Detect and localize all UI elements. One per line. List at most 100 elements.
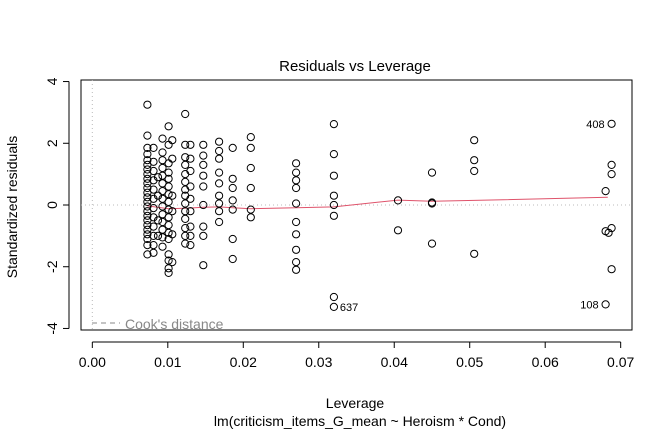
data-point [143, 193, 152, 202]
data-point [164, 264, 173, 273]
data-point [607, 265, 616, 274]
data-point [215, 168, 224, 177]
data-point [601, 187, 610, 196]
data-point [228, 143, 237, 152]
data-point [181, 153, 190, 162]
data-point [292, 183, 301, 193]
data-point [143, 131, 152, 140]
data-point [181, 231, 190, 240]
x-tick-label: 0.07 [607, 354, 634, 370]
chart-subtitle: lm(criticism_items_G_mean ~ Heroism * Co… [214, 413, 506, 429]
data-point [164, 205, 173, 214]
data-point [292, 217, 301, 227]
data-point [228, 196, 237, 205]
data-point [246, 163, 255, 173]
smooth-line [147, 196, 608, 210]
data-point [246, 205, 255, 214]
data-point [215, 199, 224, 208]
data-point [181, 109, 190, 119]
data-point [427, 199, 437, 208]
data-point [228, 205, 237, 214]
data-point [228, 183, 237, 193]
data-point [149, 157, 158, 166]
data-point [393, 226, 403, 235]
legend: Cook's distance [92, 316, 224, 332]
data-point [181, 140, 190, 149]
data-point [143, 241, 152, 250]
data-point [143, 221, 152, 230]
data-point [158, 233, 167, 242]
y-tick-label: 2 [44, 139, 60, 147]
data-point [199, 160, 208, 169]
data-point [143, 250, 152, 259]
data-point [164, 190, 173, 199]
data-point [149, 204, 158, 213]
data-point [604, 228, 613, 237]
x-tick-label: 0.00 [79, 354, 106, 370]
data-point [164, 213, 173, 222]
data-point [164, 268, 173, 277]
data-point [199, 182, 208, 191]
chart-title: Residuals vs Leverage [279, 58, 431, 75]
data-point [164, 140, 173, 149]
point-label: 637 [340, 302, 358, 314]
data-point [164, 168, 173, 177]
data-point [292, 176, 301, 185]
data-point [164, 228, 173, 237]
data-point [215, 217, 224, 227]
data-point [292, 265, 301, 274]
data-point [215, 154, 224, 163]
x-axis: 0.00 0.01 0.02 0.03 0.04 0.05 0.06 0.07 [79, 341, 635, 370]
x-tick-label: 0.02 [230, 354, 257, 370]
data-point [470, 166, 479, 176]
data-point [228, 254, 237, 264]
data-point [470, 136, 479, 145]
data-point [149, 222, 158, 231]
x-axis-title: Leverage [326, 395, 385, 411]
data-point [149, 231, 158, 240]
data-point [164, 182, 173, 191]
data-point [168, 230, 177, 239]
data-point [164, 174, 173, 183]
data-point [607, 160, 616, 169]
smooth-layer [147, 196, 608, 210]
data-point [158, 134, 167, 143]
y-axis: -4 -2 0 2 4 [44, 77, 70, 335]
data-point [228, 174, 237, 183]
data-point [186, 207, 195, 216]
data-point [149, 143, 158, 152]
data-point [292, 168, 301, 177]
data-point [143, 211, 152, 220]
data-point [168, 154, 177, 163]
x-tick-label: 0.05 [456, 354, 483, 370]
data-point [143, 100, 152, 109]
data-point [215, 191, 224, 200]
data-point [215, 179, 224, 188]
data-point [186, 182, 195, 191]
cooks-distance-legend-label: Cook's distance [125, 316, 224, 332]
data-point [607, 170, 616, 179]
data-point [292, 230, 301, 239]
data-point [164, 122, 173, 131]
y-axis-title: Standardized residuals [4, 136, 20, 278]
data-point [246, 143, 255, 152]
data-point [181, 207, 190, 216]
data-point [143, 230, 152, 239]
data-point [149, 241, 158, 250]
data-point [292, 258, 301, 267]
data-point [158, 242, 167, 251]
data-point [329, 120, 338, 129]
data-point [215, 146, 224, 156]
data-point [153, 173, 163, 182]
data-point [292, 245, 301, 254]
data-point [186, 222, 195, 231]
y-tick-label: -2 [44, 260, 60, 273]
data-point [215, 207, 224, 216]
x-tick-label: 0.04 [381, 354, 408, 370]
data-point [181, 160, 190, 169]
y-tick-label: 0 [44, 201, 60, 209]
data-point [199, 222, 208, 231]
data-point [607, 119, 616, 128]
data-point [181, 224, 190, 233]
